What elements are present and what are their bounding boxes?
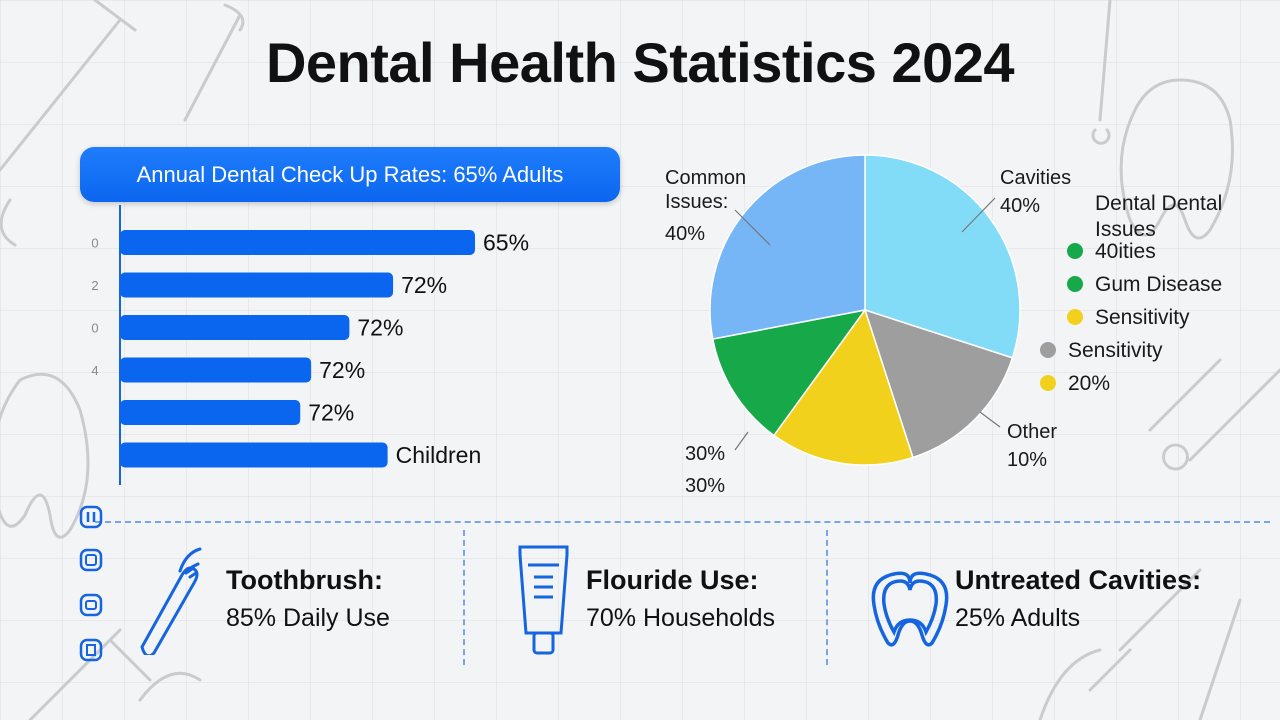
brush-icon [79,505,103,529]
cup-icon [79,638,103,662]
bar [120,400,301,425]
data-label: 72% [401,272,447,298]
stat-value: 25% Adults [955,604,1081,632]
y-tick-label: 4 [91,363,98,378]
legend-label: 40ities [1095,240,1156,263]
legend-marker [1067,276,1083,292]
data-label: 72% [357,315,403,341]
stat-label: Untreated Cavities: [955,565,1202,595]
y-tick-label: 2 [91,278,98,293]
legend-marker [1067,243,1083,259]
pie-annotation: 40% [1000,195,1040,217]
pie-annotation: 30% [685,443,725,465]
data-label: Children [396,442,482,468]
data-label: 65% [483,230,529,256]
toothpaste-tube-icon [518,545,569,655]
bar [120,357,312,383]
bar-chart: 0 65% 2 72% 0 72% 4 72% 72% Children [91,205,529,485]
legend-title: Dental Dental [1095,192,1222,215]
legend-label: Sensitivity [1068,339,1163,362]
bar [120,230,475,255]
pie-annotation: Cavities [1000,167,1071,189]
legend-label: Gum Disease [1095,273,1222,296]
bar [120,315,350,340]
toothbrush-stat: Toothbrush: 85% Daily Use [226,565,390,633]
section-divider [95,521,1270,523]
pie-slice [772,308,914,466]
y-tick-label: 0 [91,321,98,336]
page-title: Dental Health Statistics 2024 [265,31,1015,94]
leader-line [734,431,749,451]
pie-annotation: 40% [665,223,705,245]
pie-annotation: Other [1007,421,1057,443]
pie-annotation: Common [665,167,746,189]
data-label: 72% [319,357,365,383]
data-label: 72% [308,400,354,426]
pie-slice [709,154,866,340]
toothbrush-icon [140,547,202,655]
legend-label: 20% [1068,372,1110,395]
tooth-icon [871,571,949,647]
untreated-cavities-stat: Untreated Cavities: 25% Adults [955,565,1201,633]
pie-slice [863,308,1014,459]
stat-label: Toothbrush: [226,565,383,595]
legend-label: Sensitivity [1095,306,1190,329]
pie-annotation: 30% [685,475,725,497]
bar [120,442,388,468]
pie-slice [864,154,1021,359]
legend-title: Issues [1095,218,1156,241]
stat-value: 70% Households [586,604,776,632]
stat-value: 85% Daily Use [226,604,390,632]
leader-line [734,209,771,246]
bar [120,272,394,298]
bar-chart-title: Annual Dental Check Up Rates: 65% Adults [80,147,620,202]
leader-line [961,197,996,233]
legend-marker [1040,375,1056,391]
column-divider [463,530,465,665]
y-tick-label: 0 [91,236,98,251]
floss-icon [79,593,103,617]
legend-marker [1067,309,1083,325]
legend-marker [1040,342,1056,358]
pie-annotation: Issues: [665,191,728,213]
stat-label: Flouride Use: [586,565,759,595]
fluoride-stat: Flouride Use: 70% Households [586,565,775,633]
pie-slice [711,308,867,437]
leader-line [979,411,1001,428]
pie-annotation: 10% [1007,449,1047,471]
column-divider [826,530,828,665]
square-icon [79,548,103,572]
